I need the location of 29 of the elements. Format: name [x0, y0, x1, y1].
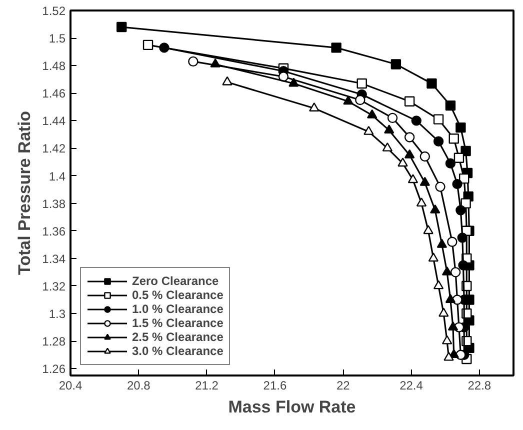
legend-label: 2.5 % Clearance: [132, 330, 224, 344]
x-tick-label: 22: [336, 378, 350, 392]
x-tick-label: 20.8: [126, 378, 151, 392]
y-tick-label: 1.48: [42, 59, 66, 74]
y-tick-label: 1.44: [42, 114, 66, 128]
y-tick-label: 1.38: [42, 196, 66, 211]
legend-label: 0.5 % Clearance: [132, 288, 224, 302]
y-tick-label: 1.36: [42, 224, 66, 238]
y-tick-label: 1.32: [42, 279, 66, 294]
y-tick-label: 1.42: [42, 142, 66, 156]
y-tick-label: 1.34: [42, 252, 66, 266]
x-tick-label: 22.4: [400, 378, 424, 392]
y-tick-label: 1.28: [42, 334, 66, 349]
legend-label: 1.0 % Clearance: [132, 302, 224, 316]
y-axis-title: Total Pressure Ratio: [15, 110, 34, 276]
y-tick-label: 1.46: [42, 86, 66, 101]
y-tick-label: 1.4: [48, 169, 66, 184]
legend-label: 3.0 % Clearance: [132, 344, 224, 358]
legend-label: 1.5 % Clearance: [132, 316, 224, 330]
x-axis-title: Mass Flow Rate: [228, 398, 356, 416]
x-tick-label: 22.8: [468, 378, 492, 392]
y-tick-label: 1.52: [42, 4, 66, 18]
x-tick-label: 21.2: [195, 378, 219, 392]
x-tick-label: 20.4: [58, 378, 83, 392]
y-tick-label: 1.3: [48, 307, 66, 322]
y-tick-label: 1.5: [48, 32, 66, 46]
y-tick-label: 1.26: [42, 362, 66, 376]
x-tick-label: 21.6: [263, 378, 287, 392]
legend-label: Zero Clearance: [132, 274, 219, 288]
